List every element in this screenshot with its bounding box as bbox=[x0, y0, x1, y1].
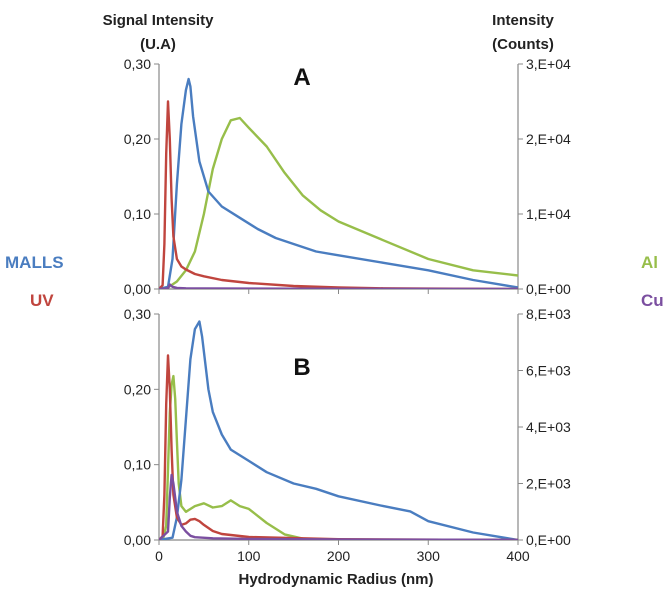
series-line-al-a bbox=[159, 116, 518, 289]
left-tick-label-b: 0,00 bbox=[124, 532, 151, 548]
panel-a-plot: 0,00 0,10 0,20 0,30 0,E+00 1,E+04 2,E+04 3,E+04 bbox=[124, 56, 571, 297]
x-axis-title: Hydrodynamic Radius (nm) bbox=[238, 571, 433, 588]
right-axis-title-line1: Intensity bbox=[492, 12, 554, 29]
series-line-malls-a bbox=[159, 77, 518, 289]
x-tick-label-b: 100 bbox=[237, 548, 261, 564]
x-tick-label-b: 400 bbox=[506, 548, 530, 564]
panel-b-plot: 0,00 0,10 0,20 0,30 0,E+00 2,E+03 4,E+03 6,E+03… bbox=[124, 306, 571, 564]
series-line-malls-b bbox=[159, 320, 518, 540]
left-tick-label-a: 0,20 bbox=[124, 131, 151, 147]
legend-al: Al bbox=[641, 253, 658, 272]
right-tick-label-a: 2,E+04 bbox=[526, 131, 571, 147]
series-line-cu-a bbox=[159, 283, 518, 289]
series-line-uv-b bbox=[159, 354, 518, 540]
right-tick-label-a: 1,E+04 bbox=[526, 206, 571, 222]
legend-uv: UV bbox=[30, 291, 54, 310]
series-line-cu-b bbox=[159, 473, 518, 540]
left-axis-title-line1: Signal Intensity bbox=[103, 12, 215, 29]
right-tick-label-b: 2,E+03 bbox=[526, 476, 571, 492]
left-axis-title-line2: (U.A) bbox=[140, 36, 176, 53]
series-line-al-b bbox=[159, 374, 518, 540]
left-tick-label-a: 0,00 bbox=[124, 281, 151, 297]
right-tick-label-a: 0,E+00 bbox=[526, 281, 571, 297]
panel-label-b: B bbox=[293, 354, 310, 381]
x-tick-label-b: 200 bbox=[327, 548, 351, 564]
right-tick-label-b: 6,E+03 bbox=[526, 363, 571, 379]
legend-cu: Cu bbox=[641, 291, 664, 310]
left-tick-label-a: 0,30 bbox=[124, 56, 151, 72]
left-tick-label-b: 0,30 bbox=[124, 306, 151, 322]
panel-label-a: A bbox=[293, 64, 310, 91]
right-tick-label-b: 0,E+00 bbox=[526, 532, 571, 548]
legend-malls: MALLS bbox=[5, 253, 64, 272]
x-tick-label-b: 300 bbox=[417, 548, 441, 564]
left-tick-label-b: 0,10 bbox=[124, 457, 151, 473]
right-axis-title-line2: (Counts) bbox=[492, 36, 554, 53]
series-line-uv-a bbox=[159, 100, 518, 289]
left-tick-label-b: 0,20 bbox=[124, 381, 151, 397]
right-tick-label-b: 4,E+03 bbox=[526, 419, 571, 435]
right-tick-label-b: 8,E+03 bbox=[526, 306, 571, 322]
left-tick-label-a: 0,10 bbox=[124, 206, 151, 222]
x-tick-label-b: 0 bbox=[155, 548, 163, 564]
right-tick-label-a: 3,E+04 bbox=[526, 56, 571, 72]
